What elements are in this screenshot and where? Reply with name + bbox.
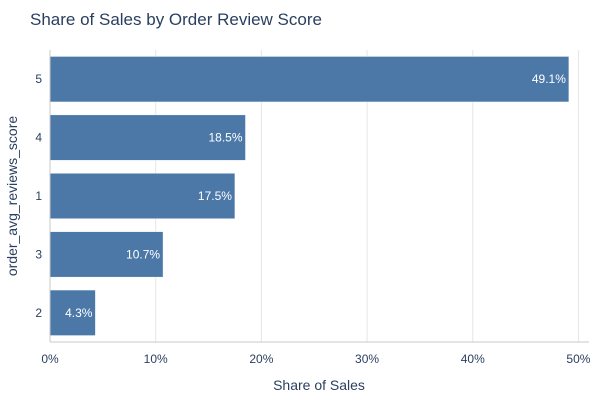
y-tick-label: 1: [35, 189, 42, 203]
bar: [49, 56, 570, 103]
x-tick-label: 50%: [566, 352, 590, 366]
chart-title: Share of Sales by Order Review Score: [30, 10, 322, 29]
bar-data-label: 4.3%: [65, 306, 93, 320]
y-axis-title: order_avg_reviews_score: [4, 116, 20, 277]
x-tick-label: 40%: [461, 352, 485, 366]
bars: 49.1% 18.5% 17.5% 10.7% 4.3%: [49, 56, 570, 336]
y-tick-label: 2: [35, 306, 42, 320]
bar-data-label: 49.1%: [532, 72, 566, 86]
bar-data-label: 17.5%: [198, 189, 232, 203]
x-tick-label: 0%: [41, 352, 59, 366]
y-tick-label: 4: [35, 131, 42, 145]
axes: 0% 10% 20% 30% 40% 50% 5 4 1 3 2: [35, 50, 591, 366]
bar: [49, 289, 96, 336]
x-tick-label: 10%: [144, 352, 168, 366]
bar: [49, 114, 246, 161]
bar: [49, 231, 164, 278]
bar-data-label: 10.7%: [126, 247, 160, 261]
y-tick-label: 3: [35, 247, 42, 261]
x-tick-label: 20%: [249, 352, 273, 366]
bar-data-label: 18.5%: [208, 131, 242, 145]
x-axis-title: Share of Sales: [273, 377, 365, 393]
y-tick-label: 5: [35, 72, 42, 86]
x-tick-label: 30%: [355, 352, 379, 366]
